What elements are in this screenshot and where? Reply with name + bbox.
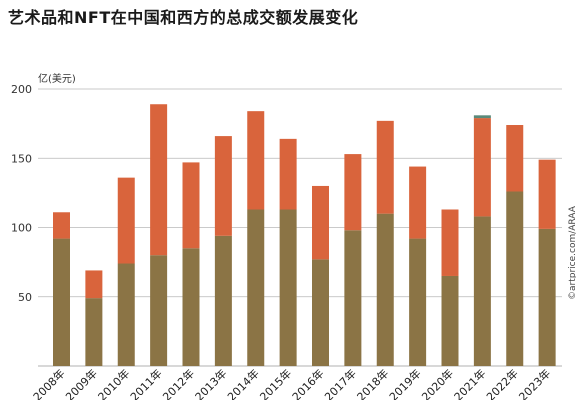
bar-segment-1 [506,125,524,192]
bar-segment-0 [473,216,491,366]
x-tick-label: 2017年 [322,366,359,400]
bar-segment-0 [247,209,265,366]
x-tick-label: 2023年 [516,366,553,400]
bar-segment-1 [182,162,200,249]
x-tick-label: 2021年 [451,366,488,400]
x-tick-label: 2015年 [257,366,294,400]
x-tick-label: 2012年 [160,366,197,400]
y-tick-label: 100 [11,222,32,235]
bar-segment-1 [312,185,329,260]
bar-segment-0 [441,275,459,366]
bar-segment-0 [506,191,524,366]
x-tick-label: 2020年 [419,366,456,400]
bar-segment-0 [85,298,103,366]
bar-segment-0 [279,209,297,366]
x-tick-label: 2016年 [289,366,326,400]
bar-segment-0 [538,228,556,366]
bar-segment-1 [409,166,427,239]
x-tick-label: 2010年 [95,366,132,400]
bar-segment-1 [538,159,556,229]
y-tick-label: 200 [11,83,32,96]
bar-segment-0 [182,248,200,366]
bar-segment-0 [312,259,329,366]
x-tick-label: 2013年 [192,366,229,400]
bar-segment-0 [214,235,232,366]
x-tick-label: 2008年 [30,366,67,400]
x-tick-label: 2014年 [224,366,261,400]
copyright-credit: ©artprice.com/ARAA [568,206,576,300]
y-axis-label: 亿(美元) [38,72,76,85]
x-tick-label: 2009年 [63,366,100,400]
bar-segment-0 [409,238,427,366]
bar-segment-0 [117,263,135,366]
bar-group [53,104,556,366]
bar-segment-1 [376,120,394,214]
bar-segment-0 [53,238,70,366]
bar-segment-1 [344,154,362,231]
bar-segment-1 [214,136,232,236]
bar-segment-2 [473,115,491,119]
bar-segment-1 [279,138,297,210]
bar-segment-1 [85,270,103,299]
x-tick-label: 2011年 [127,366,164,400]
bar-segment-0 [344,230,362,366]
bar-segment-0 [376,213,394,366]
y-tick-label: 50 [18,291,32,304]
y-tick-label: 150 [11,152,32,165]
chart-title: 艺术品和NFT在中国和西方的总成交额发展变化 [8,8,359,27]
bar-segment-1 [473,118,491,217]
bar-segment-1 [117,177,135,264]
x-tick-label: 2022年 [483,366,520,400]
bar-segment-1 [150,104,168,256]
bar-segment-1 [247,111,265,210]
x-tick-label: 2019年 [386,366,423,400]
bar-segment-0 [150,255,168,366]
x-tick-label: 2018年 [354,366,391,400]
bar-segment-1 [441,209,459,276]
bar-segment-1 [53,212,70,239]
